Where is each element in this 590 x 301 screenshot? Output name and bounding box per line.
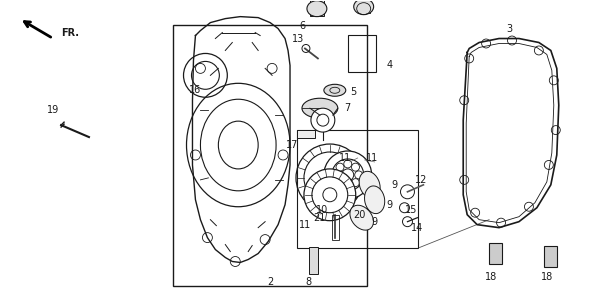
Text: 9: 9	[386, 200, 392, 210]
Text: 20: 20	[353, 210, 366, 220]
Text: 17: 17	[286, 140, 298, 150]
Ellipse shape	[354, 0, 373, 15]
Text: 14: 14	[411, 223, 424, 233]
Circle shape	[333, 171, 341, 179]
Circle shape	[352, 179, 359, 187]
Bar	[309, 247, 318, 275]
Circle shape	[336, 163, 344, 171]
Text: 18: 18	[485, 272, 497, 282]
Bar	[358, 0, 370, 13]
Text: 18: 18	[540, 272, 553, 282]
Circle shape	[344, 182, 352, 190]
Ellipse shape	[296, 144, 363, 212]
Ellipse shape	[311, 108, 335, 132]
Text: 4: 4	[386, 61, 392, 70]
Bar	[172, 25, 366, 286]
Circle shape	[344, 160, 352, 168]
Text: 11: 11	[339, 153, 351, 163]
Text: 5: 5	[350, 87, 357, 97]
Ellipse shape	[302, 98, 338, 118]
Text: 13: 13	[292, 33, 304, 44]
Text: 2: 2	[267, 278, 273, 287]
Text: 6: 6	[299, 20, 305, 31]
Polygon shape	[463, 39, 559, 228]
Bar	[489, 243, 502, 265]
Text: 7: 7	[345, 103, 351, 113]
Circle shape	[352, 163, 359, 171]
Text: 9: 9	[392, 180, 398, 190]
Bar	[310, 0, 324, 16]
Ellipse shape	[359, 171, 380, 198]
Text: FR.: FR.	[61, 28, 79, 38]
Text: 19: 19	[47, 105, 59, 115]
Ellipse shape	[304, 169, 356, 221]
Circle shape	[355, 171, 363, 179]
Text: 8: 8	[305, 278, 311, 287]
Ellipse shape	[324, 84, 346, 96]
Bar	[332, 215, 339, 240]
Text: 3: 3	[506, 23, 512, 34]
Text: 9: 9	[372, 217, 378, 227]
Circle shape	[336, 179, 344, 187]
Ellipse shape	[324, 151, 372, 199]
Ellipse shape	[307, 1, 327, 17]
Ellipse shape	[365, 186, 385, 214]
Bar	[544, 246, 557, 268]
Bar	[297, 130, 315, 138]
Text: 15: 15	[405, 205, 418, 215]
Text: 21: 21	[314, 213, 326, 223]
Text: 10: 10	[316, 205, 328, 215]
Ellipse shape	[350, 205, 373, 230]
Text: 12: 12	[415, 175, 428, 185]
Bar	[297, 130, 418, 247]
Bar	[348, 35, 376, 72]
Text: 11: 11	[299, 220, 311, 230]
Text: 11: 11	[366, 153, 378, 163]
Text: 16: 16	[189, 85, 202, 95]
